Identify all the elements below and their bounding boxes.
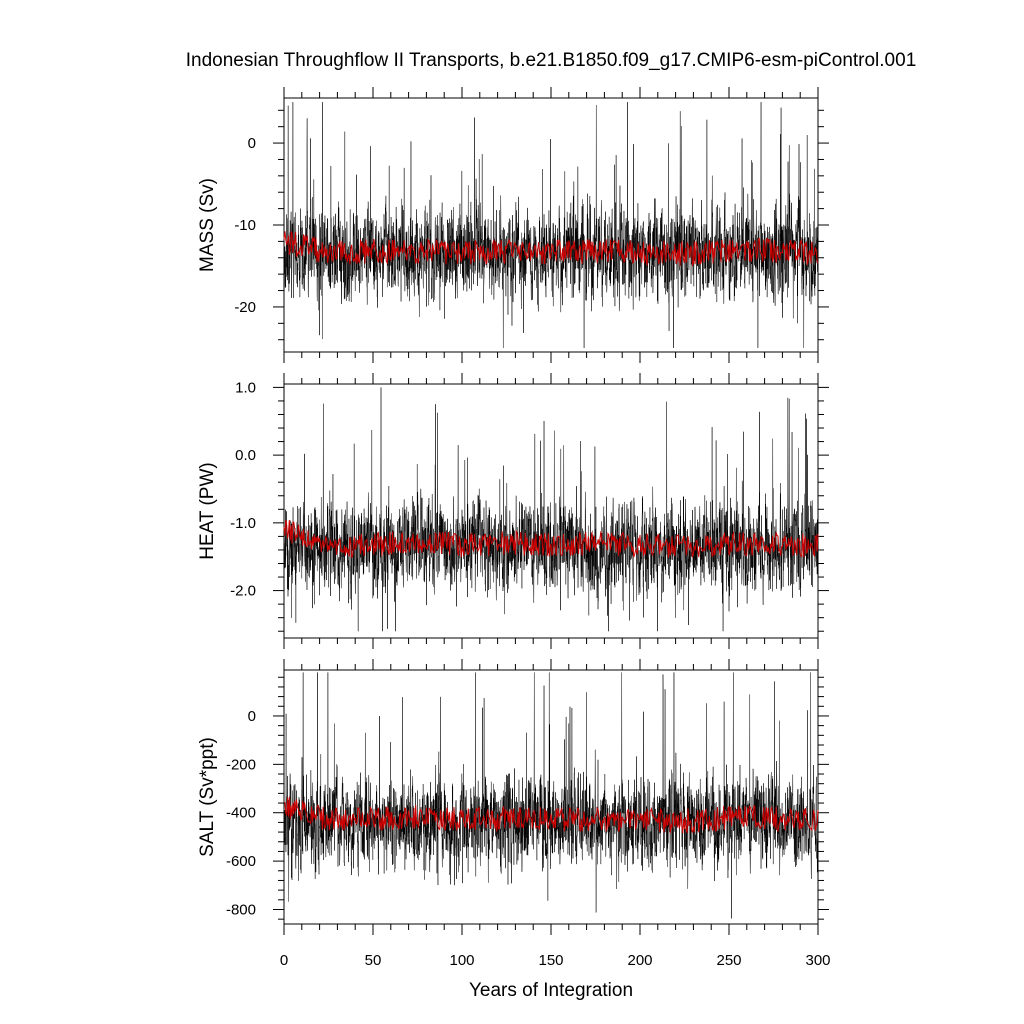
x-tick-label: 150 xyxy=(538,952,563,969)
raw-series-line xyxy=(283,672,819,919)
x-tick-label: 200 xyxy=(627,952,652,969)
y-tick-label: 1.0 xyxy=(235,379,256,396)
y-tick-label: 0.0 xyxy=(235,447,256,464)
x-tick-label: 50 xyxy=(365,952,382,969)
y-tick-label: -200 xyxy=(226,756,256,773)
panel-mass: 0 -10 -20 MASS (Sv) xyxy=(197,87,829,363)
panel-salt: 0 -200 -400 -600 -800 SALT (Sv*ppt) xyxy=(197,659,829,935)
running-mean-line xyxy=(283,796,819,834)
y-tick-label: -600 xyxy=(226,853,256,870)
y-axis-label: HEAT (PW) xyxy=(197,462,218,559)
y-tick-label: -400 xyxy=(226,805,256,822)
running-mean-line xyxy=(283,519,819,558)
x-tick-label: 100 xyxy=(449,952,474,969)
raw-series-line xyxy=(283,387,819,632)
y-axis-label: MASS (Sv) xyxy=(197,178,218,272)
x-tick-label: 0 xyxy=(280,952,288,969)
x-tick-label: 250 xyxy=(716,952,741,969)
raw-series-line xyxy=(283,102,819,348)
x-tick-label: 300 xyxy=(805,952,830,969)
y-tick-label: -20 xyxy=(234,299,256,316)
y-axis-label: SALT (Sv*ppt) xyxy=(197,737,218,857)
y-tick-label: -800 xyxy=(226,901,256,918)
y-tick-label: -2.0 xyxy=(230,583,256,600)
y-tick-label: -10 xyxy=(234,217,256,234)
y-tick-label: 0 xyxy=(248,708,256,725)
y-tick-label: 0 xyxy=(248,135,256,152)
running-mean-line xyxy=(283,230,819,267)
x-tick-labels: 0 50 100 150 200 250 300 xyxy=(280,952,831,969)
chart-title: Indonesian Throughflow II Transports, b.… xyxy=(186,50,917,71)
y-tick-label: -1.0 xyxy=(230,515,256,532)
panel-heat: 1.0 0.0 -1.0 -2.0 HEAT (PW) xyxy=(197,373,829,649)
x-axis-label: Years of Integration xyxy=(469,980,633,1001)
